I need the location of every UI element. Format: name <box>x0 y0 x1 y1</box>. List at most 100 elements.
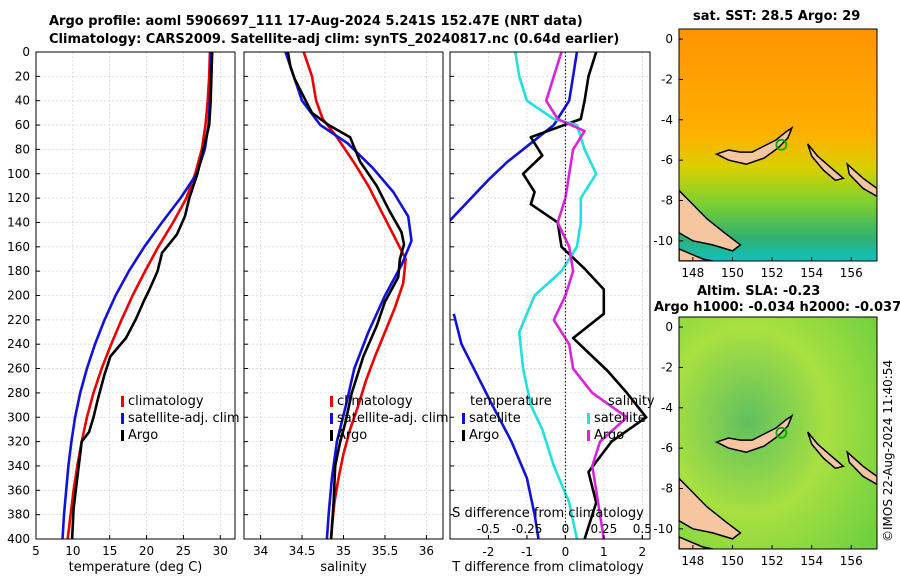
sst-map-ytick-label: -8 <box>661 193 673 207</box>
salinity-line-climatology <box>302 52 408 539</box>
depth-tick-label: 40 <box>15 94 30 108</box>
temperature-xtick-label: 30 <box>213 544 228 558</box>
sst-map-ytick-label: -4 <box>661 113 673 127</box>
sdiff-legend-heading: salinity <box>608 394 655 409</box>
depth-tick-label: 360 <box>7 483 30 497</box>
depth-tick-label: 200 <box>7 289 30 303</box>
sst-map-ytick-label: -10 <box>653 234 673 248</box>
sla-map-frame <box>678 316 878 550</box>
sla-map-ytick-label: -2 <box>661 360 673 374</box>
differences-line-s-argo <box>544 52 629 539</box>
salinity-xtick-label: 34.5 <box>289 544 316 558</box>
sla-map-xtick-label: 150 <box>721 554 744 568</box>
tdiff-xtick-label: -1 <box>521 545 533 559</box>
sla-map-float-marker <box>775 426 788 439</box>
depth-tick-label: 80 <box>15 142 30 156</box>
sst-map-frame <box>678 28 878 262</box>
sdiff-legend-swatch <box>587 430 590 441</box>
temperature-xtick-label: 10 <box>65 544 80 558</box>
temperature-legend-swatch <box>121 430 124 441</box>
sdiff-legend-label: Argo <box>594 428 624 443</box>
sdiff-axis-label: S difference from climatology <box>452 506 644 521</box>
temperature-line-argo <box>70 52 214 539</box>
tdiff-legend-label: satellite <box>469 411 521 426</box>
sst-map-land <box>806 143 845 182</box>
tdiff-xtick-label: -2 <box>482 545 494 559</box>
salinity-xlabel: salinity <box>320 560 367 575</box>
depth-tick-label: 140 <box>7 215 30 229</box>
sdiff-tick-label: 0.5 <box>633 522 652 536</box>
temperature-xtick-label: 5 <box>32 544 40 558</box>
sdiff-legend-label: satellite <box>594 411 646 426</box>
tdiff-legend-swatch <box>462 430 465 441</box>
sst-map-xtick-label: 150 <box>721 266 744 280</box>
differences-line-t-argo <box>521 52 648 539</box>
temperature-legend-label: Argo <box>128 428 158 443</box>
temperature-xlabel: temperature (deg C) <box>69 560 203 575</box>
figure-title-line1: Argo profile: aoml 5906697_111 17-Aug-20… <box>49 14 583 29</box>
sdiff-tick-label: 0.25 <box>590 522 617 536</box>
tdiff-xlabel: T difference from climatology <box>451 560 644 575</box>
depth-tick-label: 340 <box>7 459 30 473</box>
depth-tick-label: 380 <box>7 508 30 522</box>
sst-map-land <box>679 248 713 261</box>
salinity-legend-swatch <box>330 413 333 424</box>
sla-map-land <box>806 431 845 470</box>
sdiff-tick-label: -0.25 <box>511 522 542 536</box>
sla-map-xtick-label: 148 <box>681 554 704 568</box>
sst-map-ytick-label: -6 <box>661 153 673 167</box>
sst-map-land <box>679 189 742 252</box>
temperature-legend-label: satellite-adj. clim <box>128 411 240 426</box>
sdiff-legend-swatch <box>587 413 590 424</box>
temperature-series-group <box>61 52 214 539</box>
sst-map-title: sat. SST: 28.5 Argo: 29 <box>693 9 861 24</box>
sla-map-land <box>679 477 742 540</box>
salinity-line-argo <box>286 52 406 539</box>
differences-series-group <box>450 52 648 539</box>
sst-map-ytick-label: -2 <box>661 72 673 86</box>
sst-map-xtick-label: 154 <box>800 266 823 280</box>
depth-tick-label: 260 <box>7 362 30 376</box>
depth-tick-label: 120 <box>7 191 30 205</box>
tdiff-legend-heading: temperature <box>470 394 552 409</box>
salinity-line-satellite-adj-clim <box>284 52 413 539</box>
depth-tick-label: 100 <box>7 167 30 181</box>
sla-map-ytick-label: -10 <box>653 522 673 536</box>
sst-map-field <box>679 29 877 261</box>
depth-tick-label: 400 <box>7 532 30 546</box>
salinity-xtick-label: 36 <box>419 544 434 558</box>
sla-map-title: Altim. SLA: -0.23 <box>697 284 821 299</box>
salinity-series-group <box>284 52 413 539</box>
differences-line-s-satellite <box>514 52 598 539</box>
sla-map-ytick-label: -4 <box>661 401 673 415</box>
salinity-xtick-label: 35 <box>336 544 351 558</box>
salinity-legend-label: climatology <box>337 394 413 409</box>
temperature-xtick-label: 25 <box>176 544 191 558</box>
sdiff-tick-label: 0 <box>562 522 570 536</box>
differences-line-t-satellite-deep- <box>452 313 540 539</box>
sla-map-xtick-label: 156 <box>840 554 863 568</box>
sla-map-land <box>846 450 877 486</box>
salinity-legend-label: satellite-adj. clim <box>337 411 449 426</box>
sla-map-ytick-label: -6 <box>661 441 673 455</box>
depth-tick-label: 320 <box>7 435 30 449</box>
sla-map-ytick-label: -8 <box>661 481 673 495</box>
sst-map-land <box>846 162 877 198</box>
salinity-xtick-label: 35.5 <box>372 544 399 558</box>
depth-tick-label: 160 <box>7 240 30 254</box>
sst-map-land <box>714 125 794 165</box>
sla-map-ytick-label: 0 <box>665 320 673 334</box>
sst-map-ytick-label: 0 <box>665 32 673 46</box>
sla-map-field <box>679 317 877 549</box>
temperature-legend-label: climatology <box>128 394 204 409</box>
sla-map-land <box>714 413 794 453</box>
sst-map-xtick-label: 152 <box>761 266 784 280</box>
sla-map-xtick-label: 154 <box>800 554 823 568</box>
salinity-xtick-label: 34 <box>253 544 268 558</box>
tdiff-xtick-label: 2 <box>638 545 646 559</box>
depth-tick-label: 220 <box>7 313 30 327</box>
depth-tick-label: 60 <box>15 118 30 132</box>
depth-tick-label: 0 <box>22 45 30 59</box>
sla-map-land <box>679 536 713 549</box>
